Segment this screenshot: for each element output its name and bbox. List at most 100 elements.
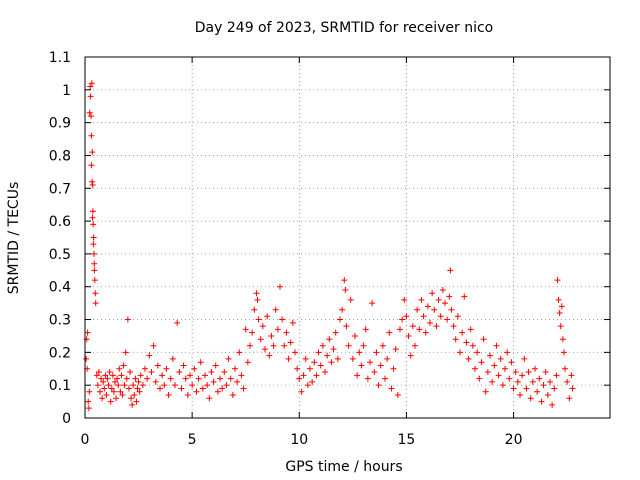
- data-point: [121, 382, 128, 389]
- data-point: [83, 355, 90, 362]
- data-point: [107, 398, 114, 405]
- data-point: [514, 378, 521, 385]
- data-point: [133, 398, 140, 405]
- data-point: [90, 221, 97, 228]
- data-point: [210, 378, 217, 385]
- data-point: [110, 388, 117, 395]
- data-point: [89, 149, 96, 156]
- data-point: [341, 277, 348, 284]
- data-point: [184, 392, 191, 399]
- data-point: [360, 342, 367, 349]
- data-point: [405, 332, 412, 339]
- data-point: [564, 378, 571, 385]
- data-point: [95, 369, 102, 376]
- data-point: [108, 385, 115, 392]
- data-point: [193, 388, 200, 395]
- data-point: [538, 398, 545, 405]
- data-point: [137, 372, 144, 379]
- data-point: [478, 359, 485, 366]
- data-point: [499, 382, 506, 389]
- data-point: [328, 359, 335, 366]
- data-point: [558, 303, 565, 310]
- data-point: [123, 375, 130, 382]
- data-point: [150, 342, 157, 349]
- data-point: [298, 388, 305, 395]
- data-point: [86, 388, 93, 395]
- data-point: [225, 355, 232, 362]
- data-point: [244, 359, 251, 366]
- data-point: [191, 365, 198, 372]
- data-point: [506, 375, 513, 382]
- data-point: [90, 241, 97, 248]
- x-axis-label: GPS time / hours: [285, 459, 402, 475]
- data-point: [159, 372, 166, 379]
- data-point: [386, 329, 393, 336]
- data-point: [551, 385, 558, 392]
- data-point: [446, 293, 453, 300]
- y-axis-label: SRMTID / TECUs: [6, 182, 22, 295]
- data-point: [93, 372, 100, 379]
- y-tick-label: 0.6: [49, 214, 71, 230]
- data-point: [85, 405, 92, 412]
- data-point: [99, 395, 106, 402]
- data-point: [132, 375, 139, 382]
- data-point: [553, 372, 560, 379]
- data-point: [319, 342, 326, 349]
- data-point: [527, 395, 534, 402]
- data-point: [556, 309, 563, 316]
- data-point: [519, 372, 526, 379]
- data-point: [266, 352, 273, 359]
- data-point: [412, 342, 418, 349]
- data-point: [102, 372, 109, 379]
- data-point: [390, 365, 397, 372]
- data-point: [491, 362, 498, 369]
- data-point: [227, 375, 234, 382]
- data-point: [105, 382, 112, 389]
- data-point: [279, 316, 286, 323]
- data-points: [83, 80, 576, 412]
- data-point: [238, 372, 245, 379]
- data-point: [272, 306, 279, 313]
- data-point: [362, 326, 369, 333]
- data-point: [172, 382, 178, 389]
- data-point: [461, 293, 468, 300]
- data-point: [517, 392, 523, 399]
- data-point: [560, 349, 567, 356]
- data-point: [89, 214, 96, 221]
- data-point: [373, 349, 380, 356]
- data-point: [345, 342, 352, 349]
- data-point: [88, 162, 95, 169]
- data-point: [508, 359, 515, 366]
- data-point: [382, 375, 388, 382]
- data-point: [427, 319, 433, 326]
- data-point: [465, 355, 472, 362]
- data-point: [219, 385, 226, 392]
- data-point: [450, 323, 457, 330]
- y-tick-label: 0.8: [49, 148, 71, 164]
- data-point: [304, 382, 311, 389]
- data-point: [249, 329, 256, 336]
- data-point: [122, 349, 129, 356]
- data-point: [88, 80, 95, 87]
- data-point: [134, 385, 141, 392]
- y-tick-label: 0.3: [49, 313, 71, 329]
- data-point: [91, 267, 98, 274]
- data-point: [463, 339, 470, 346]
- data-point: [88, 132, 95, 139]
- data-point: [367, 359, 373, 366]
- data-point: [521, 355, 528, 362]
- data-point: [195, 375, 202, 382]
- data-point: [90, 234, 97, 241]
- data-point: [98, 375, 105, 382]
- data-point: [429, 290, 436, 297]
- data-point: [347, 296, 354, 303]
- data-point: [262, 346, 268, 353]
- data-point: [377, 362, 384, 369]
- data-point: [322, 369, 328, 376]
- data-point: [217, 375, 223, 382]
- data-point: [433, 323, 440, 330]
- data-point: [87, 83, 94, 90]
- data-point: [343, 323, 350, 330]
- data-point: [247, 342, 253, 349]
- data-point: [352, 332, 358, 339]
